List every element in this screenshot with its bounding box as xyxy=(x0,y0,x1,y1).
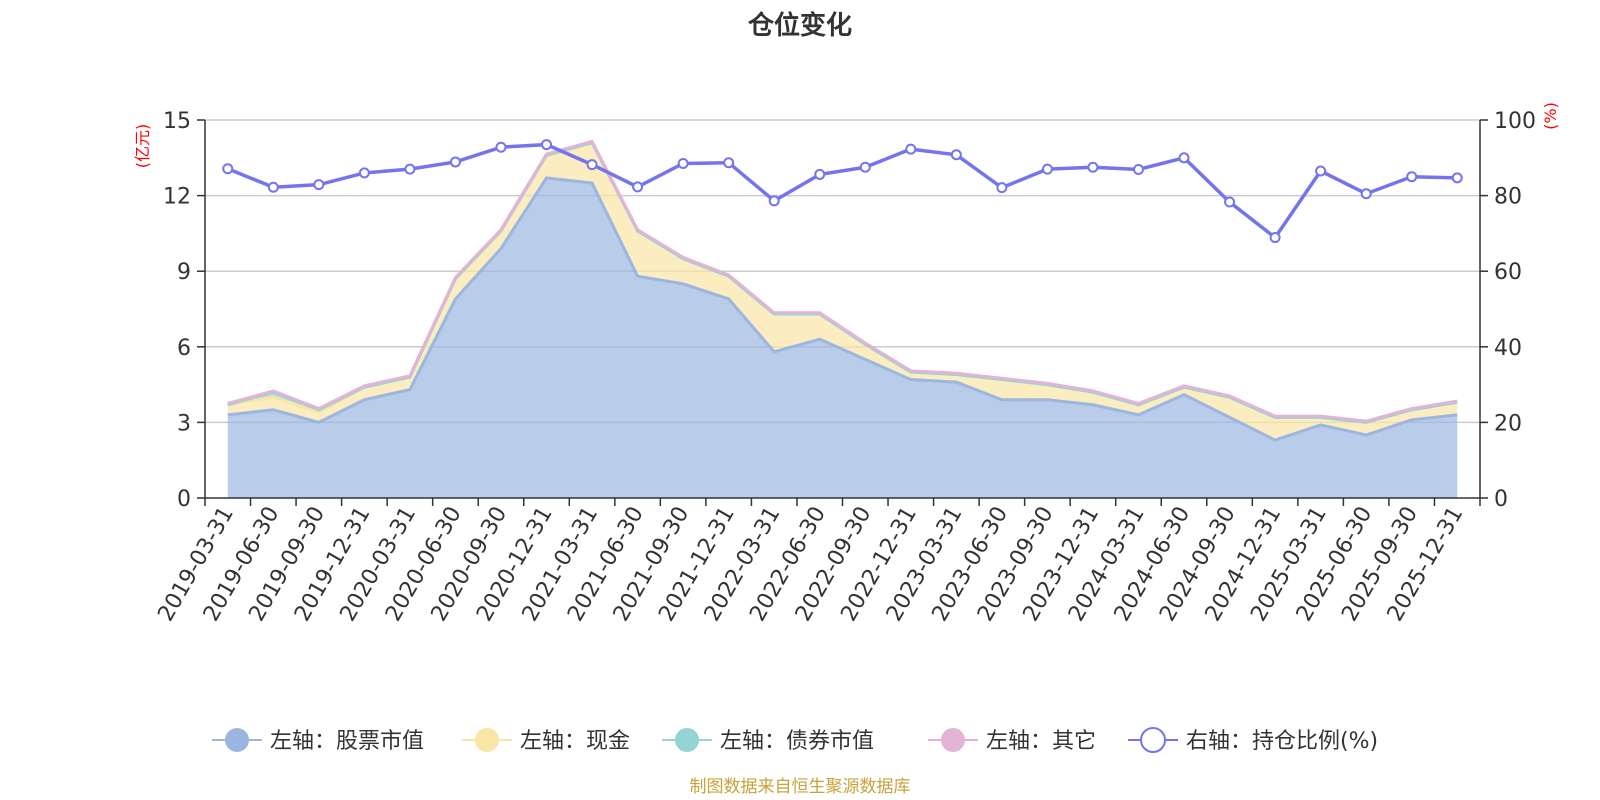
ratio-point xyxy=(1406,171,1418,183)
ratio-line xyxy=(227,142,1458,241)
ratio-point xyxy=(1041,163,1053,175)
legend-cash-label: 左轴：现金 xyxy=(520,729,630,754)
data-source-note: 制图数据来自恒生聚源数据库 xyxy=(690,777,911,797)
area-series xyxy=(227,139,1458,498)
left-tick-label: 9 xyxy=(177,260,191,285)
left-tick-label: 6 xyxy=(177,336,191,361)
legend-stock-marker xyxy=(225,728,249,752)
left-tick-label: 0 xyxy=(177,487,191,512)
legend-bond-label: 左轴：债券市值 xyxy=(720,729,874,754)
right-tick-label: 20 xyxy=(1494,411,1522,436)
ratio-point xyxy=(1087,161,1099,173)
ratio-point xyxy=(222,163,234,175)
ratio-point xyxy=(586,159,598,171)
ratio-point xyxy=(267,181,279,193)
ratio-point xyxy=(358,167,370,179)
right-tick-label: 100 xyxy=(1494,109,1536,134)
left-tick-label: 15 xyxy=(163,109,191,134)
ratio-point xyxy=(1132,164,1144,176)
ratio-point xyxy=(859,161,871,173)
legend: 左轴：股票市值 左轴：现金 左轴：债券市值 左轴：其它 右轴：持仓比例(%) xyxy=(212,727,1378,754)
ratio-point xyxy=(541,139,553,151)
ratio-point xyxy=(950,149,962,161)
ratio-point xyxy=(905,143,917,155)
chart-title: 仓位变化 xyxy=(747,10,852,41)
legend-cash-marker xyxy=(475,728,499,752)
area-line-4 xyxy=(227,139,1458,423)
ratio-point xyxy=(996,182,1008,194)
ratio-point xyxy=(677,157,689,169)
legend-other-label: 左轴：其它 xyxy=(986,729,1096,754)
ratio-point xyxy=(313,179,325,191)
right-tick-label: 0 xyxy=(1494,487,1508,512)
ratio-point xyxy=(404,163,416,175)
ratio-point xyxy=(1269,232,1281,244)
right-tick-label: 40 xyxy=(1494,336,1522,361)
ratio-point xyxy=(768,195,780,207)
right-tick-label: 60 xyxy=(1494,260,1522,285)
ratio-point xyxy=(449,156,461,168)
ratio-point xyxy=(1451,172,1463,184)
legend-other-marker xyxy=(941,728,965,752)
area-fill-1 xyxy=(227,177,1458,498)
area-line-1 xyxy=(227,176,1458,442)
ratio-point xyxy=(632,181,644,193)
left-tick-label: 12 xyxy=(163,185,191,210)
right-tick-label: 80 xyxy=(1494,185,1522,210)
ratio-point xyxy=(1178,152,1190,164)
ratio-point xyxy=(1315,165,1327,177)
left-axis-unit: (亿元) xyxy=(133,124,152,169)
ratio-point xyxy=(1224,196,1236,208)
legend-stock-label: 左轴：股票市值 xyxy=(270,729,424,754)
legend-ratio-marker xyxy=(1140,727,1166,753)
legend-bond-marker xyxy=(675,728,699,752)
ratio-line-series xyxy=(222,139,1463,244)
right-axis-unit: (%) xyxy=(1541,102,1560,130)
ratio-point xyxy=(723,157,735,169)
legend-ratio-label: 右轴：持仓比例(%) xyxy=(1186,729,1378,754)
ratio-point xyxy=(495,141,507,153)
ratio-point xyxy=(1360,188,1372,200)
ratio-point xyxy=(814,168,826,180)
left-tick-label: 3 xyxy=(177,411,191,436)
